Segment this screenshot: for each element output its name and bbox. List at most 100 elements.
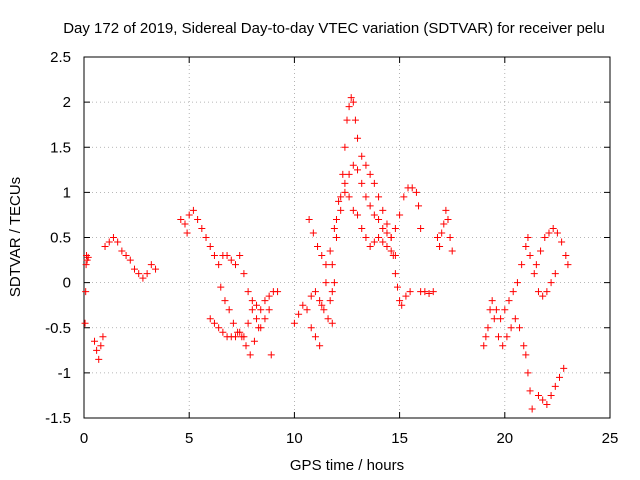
data-point bbox=[248, 306, 256, 314]
data-point bbox=[370, 179, 378, 187]
data-point bbox=[311, 333, 319, 341]
data-point bbox=[507, 324, 515, 332]
data-point bbox=[549, 224, 557, 232]
data-point bbox=[391, 270, 399, 278]
data-point bbox=[330, 279, 338, 287]
data-point bbox=[539, 396, 547, 404]
data-point bbox=[351, 116, 359, 124]
data-point bbox=[553, 229, 561, 237]
data-point bbox=[332, 234, 340, 241]
data-point bbox=[402, 292, 410, 300]
series-seg8 bbox=[305, 94, 414, 309]
data-point bbox=[484, 324, 492, 332]
series-seg14 bbox=[492, 234, 559, 323]
data-point bbox=[236, 252, 244, 260]
data-point bbox=[206, 315, 214, 323]
data-point bbox=[109, 234, 117, 241]
data-point bbox=[358, 224, 366, 232]
data-point bbox=[143, 270, 151, 278]
data-point bbox=[253, 315, 261, 323]
data-point bbox=[183, 229, 191, 237]
data-point bbox=[526, 387, 534, 395]
data-point bbox=[316, 297, 324, 305]
series-seg6 bbox=[206, 306, 275, 359]
data-point bbox=[221, 297, 229, 305]
data-point bbox=[429, 288, 437, 296]
y-tick-label: 1 bbox=[63, 184, 71, 201]
data-point bbox=[122, 252, 130, 260]
data-point bbox=[383, 243, 391, 251]
data-point bbox=[215, 324, 223, 332]
data-point bbox=[337, 206, 345, 214]
data-point bbox=[396, 297, 404, 305]
data-point bbox=[326, 247, 334, 255]
axis-ticks bbox=[83, 56, 611, 419]
data-point bbox=[202, 234, 210, 241]
x-tick-label: 10 bbox=[286, 430, 303, 447]
data-point bbox=[551, 270, 559, 278]
data-point bbox=[181, 220, 189, 228]
data-point bbox=[511, 315, 519, 323]
data-point bbox=[229, 319, 237, 327]
series-seg3 bbox=[101, 234, 160, 282]
series-seg9 bbox=[332, 161, 425, 241]
data-point bbox=[341, 188, 349, 196]
data-points bbox=[81, 94, 572, 413]
data-point bbox=[248, 297, 256, 305]
data-point bbox=[440, 220, 448, 228]
data-point bbox=[318, 301, 326, 309]
data-point bbox=[522, 351, 530, 359]
data-point bbox=[370, 238, 378, 246]
series-seg13 bbox=[480, 297, 536, 413]
data-point bbox=[362, 234, 370, 241]
data-point bbox=[236, 328, 244, 336]
series-seg2 bbox=[91, 333, 107, 363]
data-point bbox=[328, 319, 336, 327]
data-point bbox=[421, 288, 429, 296]
data-point bbox=[436, 243, 444, 251]
data-point bbox=[516, 324, 524, 332]
data-point bbox=[486, 306, 494, 314]
data-point bbox=[135, 270, 143, 278]
data-point bbox=[433, 234, 441, 241]
data-point bbox=[375, 234, 383, 241]
data-point bbox=[267, 351, 275, 359]
data-point bbox=[177, 215, 185, 223]
data-point bbox=[444, 215, 452, 223]
data-point bbox=[370, 211, 378, 219]
data-point bbox=[322, 279, 330, 287]
data-point bbox=[261, 297, 269, 305]
data-point bbox=[91, 337, 99, 345]
data-point bbox=[387, 247, 395, 255]
data-point bbox=[366, 170, 374, 178]
x-axis-label: GPS time / hours bbox=[290, 457, 404, 474]
data-point bbox=[560, 364, 568, 372]
data-point bbox=[501, 306, 509, 314]
data-point bbox=[330, 224, 338, 232]
data-point bbox=[534, 391, 542, 399]
data-point bbox=[375, 193, 383, 201]
series-seg4 bbox=[177, 206, 282, 314]
series-seg11 bbox=[417, 288, 437, 297]
data-point bbox=[97, 342, 105, 350]
y-tick-label: -0.5 bbox=[45, 320, 71, 337]
x-tick-label: 5 bbox=[185, 430, 193, 447]
data-point bbox=[349, 98, 357, 106]
x-tick-label: 0 bbox=[80, 430, 88, 447]
data-point bbox=[534, 288, 542, 296]
data-point bbox=[499, 342, 507, 350]
data-point bbox=[562, 252, 570, 260]
data-point bbox=[345, 103, 353, 111]
data-point bbox=[347, 94, 355, 102]
data-point bbox=[307, 324, 315, 332]
y-axis-label: SDTVAR / TECUs bbox=[7, 177, 24, 297]
data-point bbox=[227, 256, 235, 264]
data-point bbox=[406, 288, 414, 296]
data-point bbox=[328, 261, 336, 269]
data-point bbox=[539, 292, 547, 300]
data-point bbox=[503, 333, 511, 341]
data-point bbox=[198, 224, 206, 232]
data-point bbox=[215, 261, 223, 269]
data-point bbox=[362, 161, 370, 169]
data-point bbox=[398, 301, 406, 309]
